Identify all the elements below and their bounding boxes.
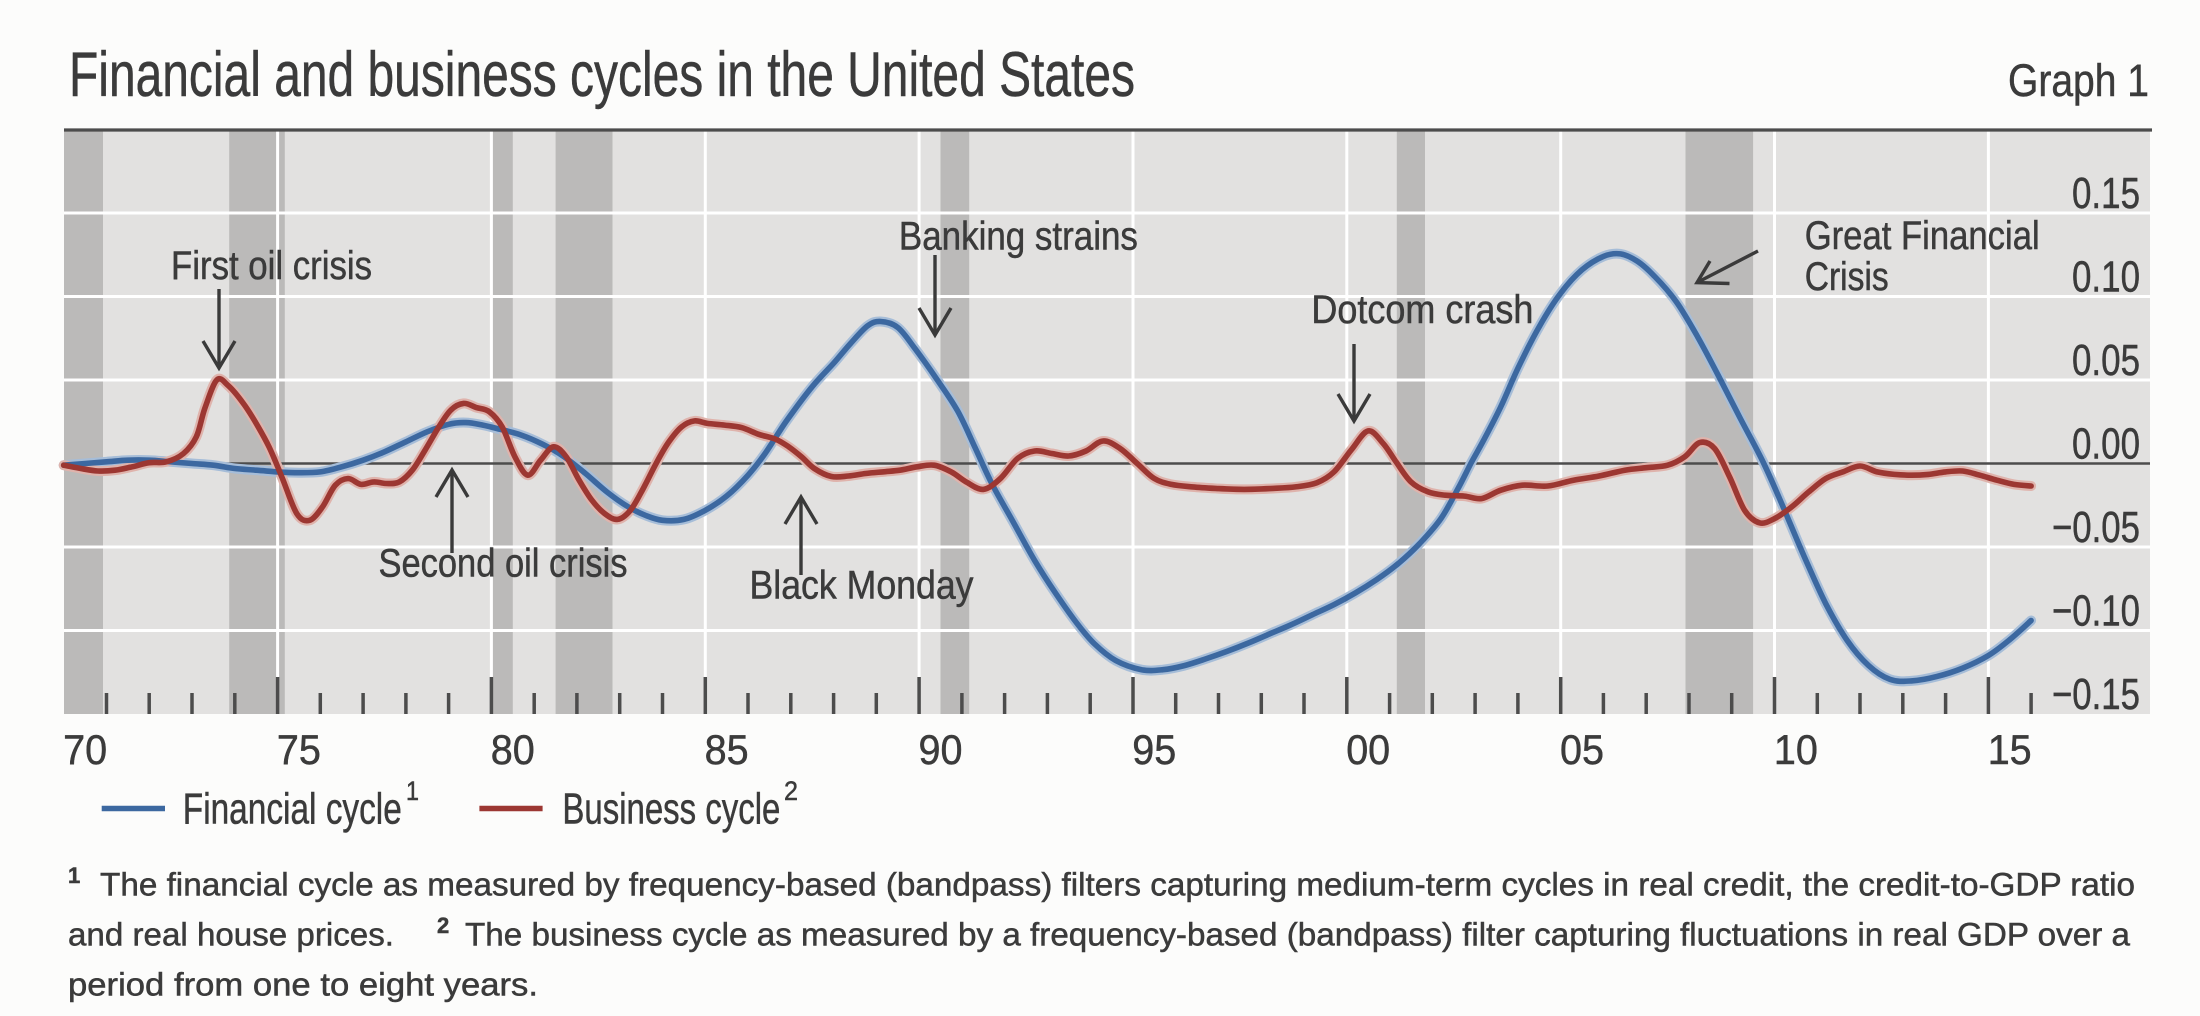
svg-text:15: 15 bbox=[1988, 726, 2032, 773]
svg-text:0.15: 0.15 bbox=[2072, 169, 2140, 218]
svg-text:05: 05 bbox=[1560, 726, 1604, 773]
svg-text:70: 70 bbox=[63, 726, 107, 773]
svg-text:0.00: 0.00 bbox=[2072, 420, 2140, 469]
svg-text:75: 75 bbox=[277, 726, 321, 773]
svg-text:Dotcom crash: Dotcom crash bbox=[1311, 288, 1533, 332]
svg-text:First oil crisis: First oil crisis bbox=[171, 244, 372, 288]
svg-text:10: 10 bbox=[1774, 726, 1818, 773]
svg-text:95: 95 bbox=[1132, 726, 1176, 773]
svg-text:Crisis: Crisis bbox=[1805, 255, 1889, 299]
svg-text:Black Monday: Black Monday bbox=[750, 564, 974, 608]
svg-text:Financial cycle: Financial cycle bbox=[183, 785, 402, 834]
svg-text:0.10: 0.10 bbox=[2072, 253, 2140, 302]
svg-text:Great Financial: Great Financial bbox=[1805, 214, 2040, 258]
svg-text:00: 00 bbox=[1346, 726, 1390, 773]
svg-text:2: 2 bbox=[437, 913, 449, 938]
svg-text:The business cycle as measured: The business cycle as measured by a freq… bbox=[465, 917, 2130, 953]
svg-text:Business cycle: Business cycle bbox=[562, 785, 780, 834]
svg-text:1: 1 bbox=[406, 776, 419, 806]
svg-text:period from one to eight years: period from one to eight years. bbox=[68, 967, 538, 1003]
svg-text:90: 90 bbox=[919, 726, 963, 773]
svg-text:Second oil crisis: Second oil crisis bbox=[379, 542, 628, 586]
svg-text:The financial cycle as measure: The financial cycle as measured by frequ… bbox=[100, 867, 2135, 903]
svg-text:−0.05: −0.05 bbox=[2052, 503, 2140, 552]
svg-text:2: 2 bbox=[784, 776, 798, 806]
svg-text:−0.10: −0.10 bbox=[2052, 587, 2140, 636]
svg-text:85: 85 bbox=[705, 726, 749, 773]
svg-text:Banking strains: Banking strains bbox=[899, 215, 1138, 259]
svg-text:80: 80 bbox=[491, 726, 535, 773]
svg-text:0.05: 0.05 bbox=[2072, 336, 2140, 385]
svg-text:−0.15: −0.15 bbox=[2052, 670, 2140, 719]
svg-text:1: 1 bbox=[68, 863, 80, 888]
svg-text:and real house prices.: and real house prices. bbox=[68, 917, 394, 953]
svg-text:Financial and business cycles: Financial and business cycles in the Uni… bbox=[69, 40, 1135, 110]
svg-text:Graph 1: Graph 1 bbox=[2008, 55, 2149, 106]
